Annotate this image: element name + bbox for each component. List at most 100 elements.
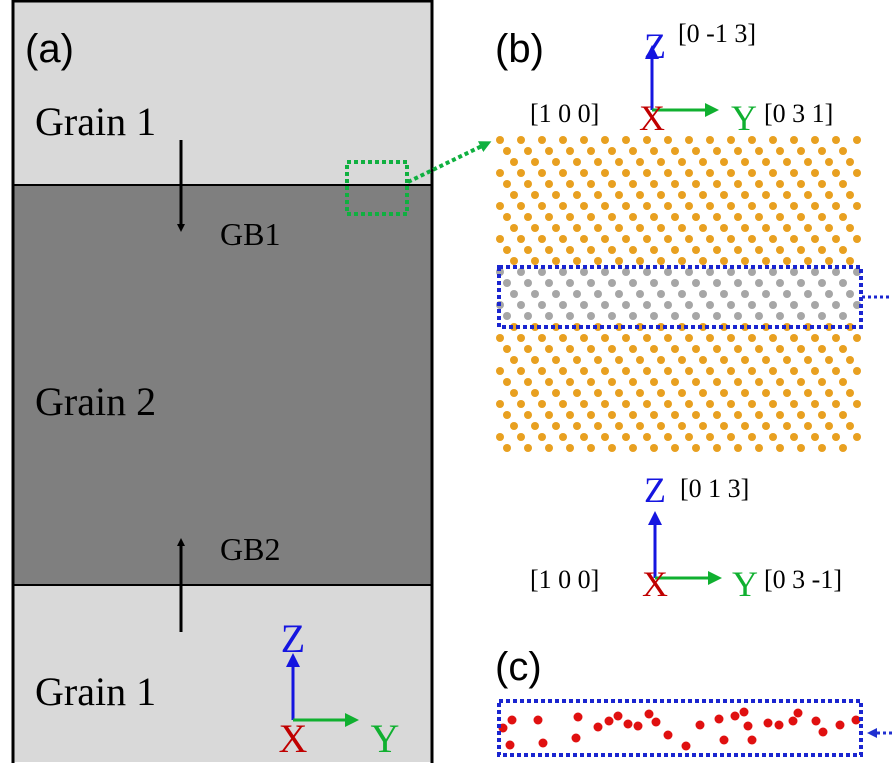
atom (552, 356, 560, 364)
atom (545, 213, 553, 221)
atom (699, 422, 707, 430)
atom (629, 312, 637, 320)
atom (552, 389, 560, 397)
atom (524, 444, 532, 452)
atom (853, 169, 861, 177)
atom (811, 716, 821, 726)
atom (608, 312, 616, 320)
atom (720, 356, 728, 364)
atom (524, 312, 532, 320)
atom (678, 224, 686, 232)
atom (846, 191, 854, 199)
atom (636, 389, 644, 397)
atom (664, 268, 672, 276)
atom (496, 202, 504, 210)
atom (587, 246, 595, 254)
atom (510, 290, 518, 298)
atom (734, 246, 742, 254)
atom (776, 411, 784, 419)
atom (720, 224, 728, 232)
atom (517, 367, 525, 375)
atom (790, 136, 798, 144)
atom (615, 224, 623, 232)
atom (818, 246, 826, 254)
atom (748, 169, 756, 177)
atom (846, 224, 854, 232)
atom (503, 411, 511, 419)
atom (601, 301, 609, 309)
atom (505, 740, 515, 750)
atom (671, 213, 679, 221)
atom (762, 389, 770, 397)
atom (622, 367, 630, 375)
atom (685, 136, 693, 144)
atom (594, 356, 602, 364)
atom (790, 268, 798, 276)
atom (559, 367, 567, 375)
atom (825, 158, 833, 166)
atom (720, 290, 728, 298)
atom (643, 136, 651, 144)
zoom-arrow (407, 141, 492, 184)
atom (713, 279, 721, 287)
atom (636, 158, 644, 166)
atom (524, 180, 532, 188)
atom (533, 715, 543, 725)
atom (643, 367, 651, 375)
atom (545, 411, 553, 419)
atom (713, 312, 721, 320)
atom (804, 290, 812, 298)
atom (797, 312, 805, 320)
atom (608, 378, 616, 386)
atom (839, 246, 847, 254)
atom (692, 444, 700, 452)
atom (811, 334, 819, 342)
atom (629, 378, 637, 386)
atom (762, 422, 770, 430)
gb-label: GB1 (220, 216, 280, 252)
atom (566, 246, 574, 254)
atom (671, 345, 679, 353)
gb-atoms (498, 707, 861, 751)
atom (615, 191, 623, 199)
atom (629, 147, 637, 155)
atom (573, 389, 581, 397)
atom (503, 213, 511, 221)
atom (713, 444, 721, 452)
atom (650, 378, 658, 386)
atom (604, 716, 614, 726)
atom (839, 345, 847, 353)
atom (811, 202, 819, 210)
atom (601, 202, 609, 210)
atom (671, 444, 679, 452)
atom (608, 345, 616, 353)
atom (608, 246, 616, 254)
grain-label: Grain 1 (35, 669, 156, 714)
atom (790, 367, 798, 375)
atom (818, 279, 826, 287)
atom (643, 433, 651, 441)
atom (643, 400, 651, 408)
atom (797, 411, 805, 419)
atom (608, 444, 616, 452)
atom (804, 191, 812, 199)
atom (755, 345, 763, 353)
atom (797, 444, 805, 452)
atom (832, 301, 840, 309)
atom (804, 356, 812, 364)
atom (559, 169, 567, 177)
atom (783, 224, 791, 232)
atom (692, 345, 700, 353)
atom (678, 389, 686, 397)
atom (650, 180, 658, 188)
atom (699, 389, 707, 397)
atom (685, 301, 693, 309)
atom (769, 202, 777, 210)
atom (713, 246, 721, 254)
atom (755, 378, 763, 386)
atom (622, 433, 630, 441)
atom (657, 389, 665, 397)
atom (811, 301, 819, 309)
atom (503, 345, 511, 353)
atom (776, 444, 784, 452)
